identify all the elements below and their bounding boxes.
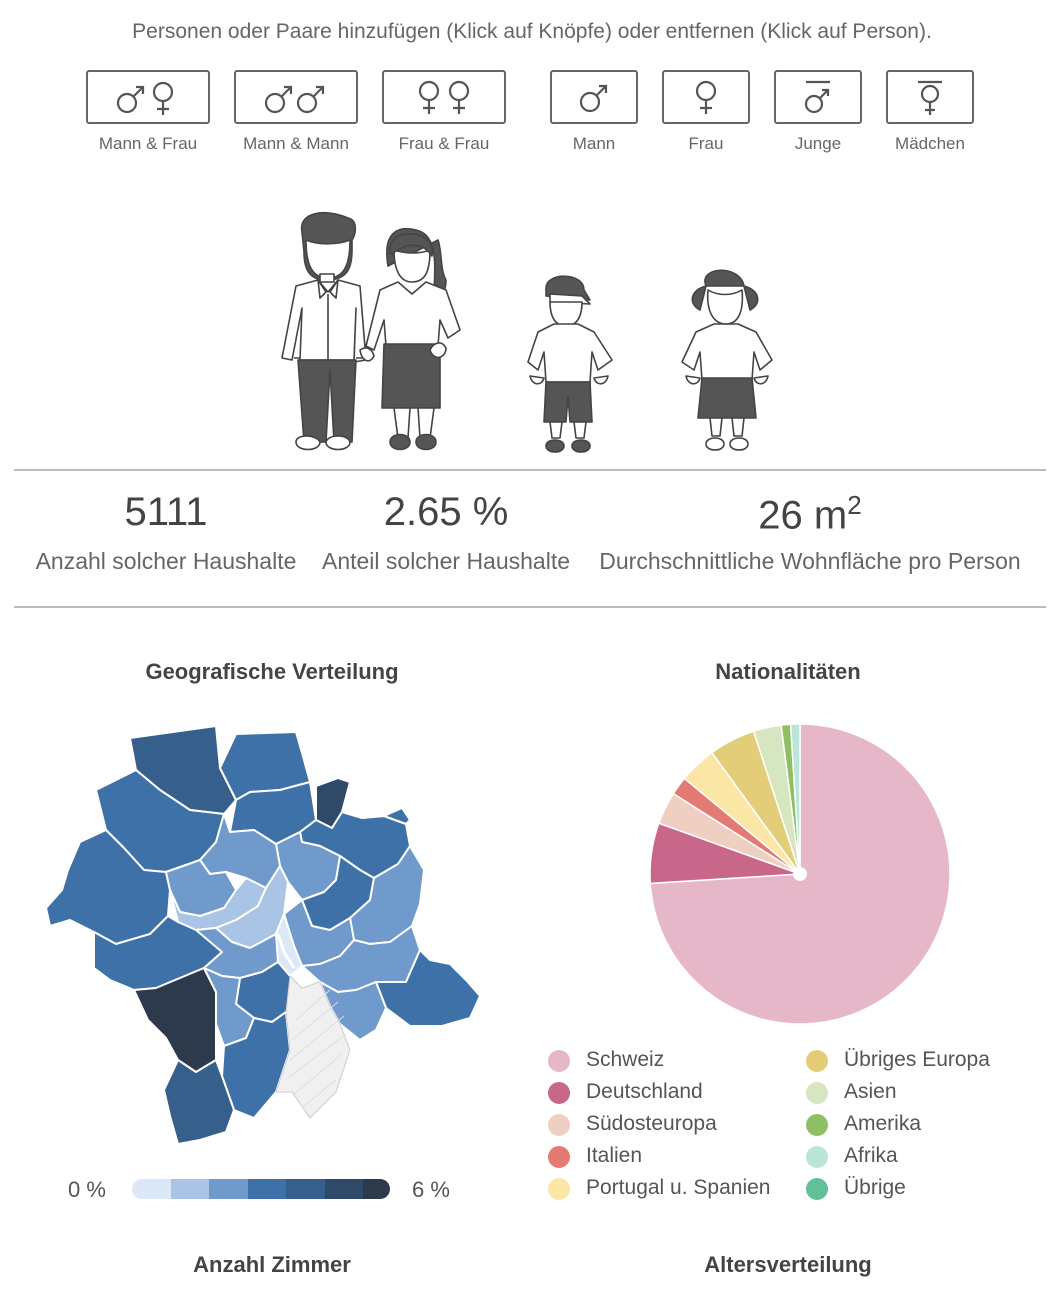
legend-swatch: [806, 1146, 828, 1168]
divider-middle: [14, 606, 1046, 608]
scale-max-label: 6 %: [412, 1177, 450, 1202]
legend-label: Schweiz: [586, 1048, 665, 1071]
stat-count-value: 5111: [124, 490, 208, 534]
scale-step: [170, 1179, 209, 1199]
stat-area-unit-exponent: 2: [847, 490, 862, 520]
stat-share-value: 2.65 %: [383, 490, 509, 534]
district-friesenberg[interactable]: [133, 967, 217, 1073]
btn-label-maedchen: Mädchen: [895, 134, 965, 153]
color-scale-bar: [132, 1179, 390, 1199]
female-icon: [695, 80, 717, 114]
legend-label: Afrika: [844, 1144, 898, 1167]
add-maedchen-button[interactable]: [886, 70, 974, 124]
scale-min-label: 0 %: [68, 1177, 106, 1202]
limmat-river: [276, 933, 296, 969]
scale-step: [209, 1179, 248, 1199]
pie-center-dot: [793, 867, 807, 881]
legend-swatch: [548, 1082, 570, 1104]
person-man[interactable]: [281, 211, 375, 451]
legend-label: Südosteuropa: [586, 1112, 717, 1135]
add-junge-button[interactable]: [774, 70, 862, 124]
legend-label: Übriges Europa: [844, 1048, 990, 1071]
legend-swatch: [548, 1178, 570, 1200]
person-boy[interactable]: [527, 275, 613, 453]
legend-label: Italien: [586, 1144, 643, 1167]
btn-label-mann-mann: Mann & Mann: [243, 134, 349, 153]
map-title: Geografische Verteilung: [145, 659, 399, 684]
scale-step: [132, 1179, 171, 1199]
add-couple-mann-mann-button[interactable]: [234, 70, 358, 124]
btn-label-junge: Junge: [794, 134, 842, 153]
btn-label-frau-frau: Frau & Frau: [398, 134, 490, 153]
person-girl[interactable]: [681, 269, 773, 451]
legend-swatch: [548, 1114, 570, 1136]
btn-label-mann: Mann: [572, 134, 616, 153]
stat-area-value: 26 m2: [758, 490, 862, 538]
lake-zurich: [275, 975, 351, 1119]
instruction-text: Personen oder Paare hinzufügen (Klick au…: [132, 20, 932, 43]
scale-step: [363, 1179, 390, 1199]
add-frau-button[interactable]: [662, 70, 750, 124]
stat-area-label: Durchschnittliche Wohnfläche pro Person: [599, 548, 1021, 574]
nationalities-title: Nationalitäten: [715, 659, 861, 684]
household-figures: [281, 211, 773, 453]
scale-step: [286, 1179, 325, 1199]
legend-label: Portugal u. Spanien: [586, 1176, 771, 1199]
legend-label: Amerika: [844, 1112, 922, 1135]
district-leimbach[interactable]: [163, 1059, 235, 1145]
legend-swatch: [806, 1050, 828, 1072]
add-couple-frau-frau-button[interactable]: [382, 70, 506, 124]
btn-label-frau: Frau: [688, 134, 724, 153]
legend-swatch: [548, 1050, 570, 1072]
legend-label: Asien: [844, 1080, 897, 1103]
nationalities-pie-chart: [649, 723, 951, 1025]
legend-swatch: [806, 1082, 828, 1104]
rooms-title: Anzahl Zimmer: [193, 1252, 351, 1277]
lake-hatching: [287, 989, 347, 1107]
district-east-2[interactable]: [361, 807, 411, 825]
add-mann-button[interactable]: [550, 70, 638, 124]
divider-top: [14, 469, 1046, 471]
male-icon: [579, 84, 608, 113]
pie-slice-afrika[interactable]: [789, 723, 801, 875]
age-distribution-title: Altersverteilung: [704, 1252, 872, 1277]
scale-step: [247, 1179, 286, 1199]
district-map: [45, 725, 481, 1145]
legend-label: Übrige: [844, 1176, 906, 1199]
scale-step: [324, 1179, 363, 1199]
legend-swatch: [806, 1178, 828, 1200]
legend-swatch: [806, 1114, 828, 1136]
male-female-icon: [116, 81, 174, 115]
male-male-icon: [264, 85, 325, 114]
stat-share-label: Anteil solcher Haushalte: [321, 548, 571, 574]
girl-icon: [918, 80, 942, 115]
add-couple-mann-frau-button[interactable]: [86, 70, 210, 124]
legend-swatch: [548, 1146, 570, 1168]
btn-label-mann-frau: Mann & Frau: [98, 134, 198, 153]
boy-icon: [804, 80, 830, 114]
person-woman[interactable]: [365, 227, 461, 451]
stat-count-label: Anzahl solcher Haushalte: [35, 548, 297, 574]
female-female-icon: [418, 80, 470, 114]
legend-label: Deutschland: [586, 1080, 703, 1103]
